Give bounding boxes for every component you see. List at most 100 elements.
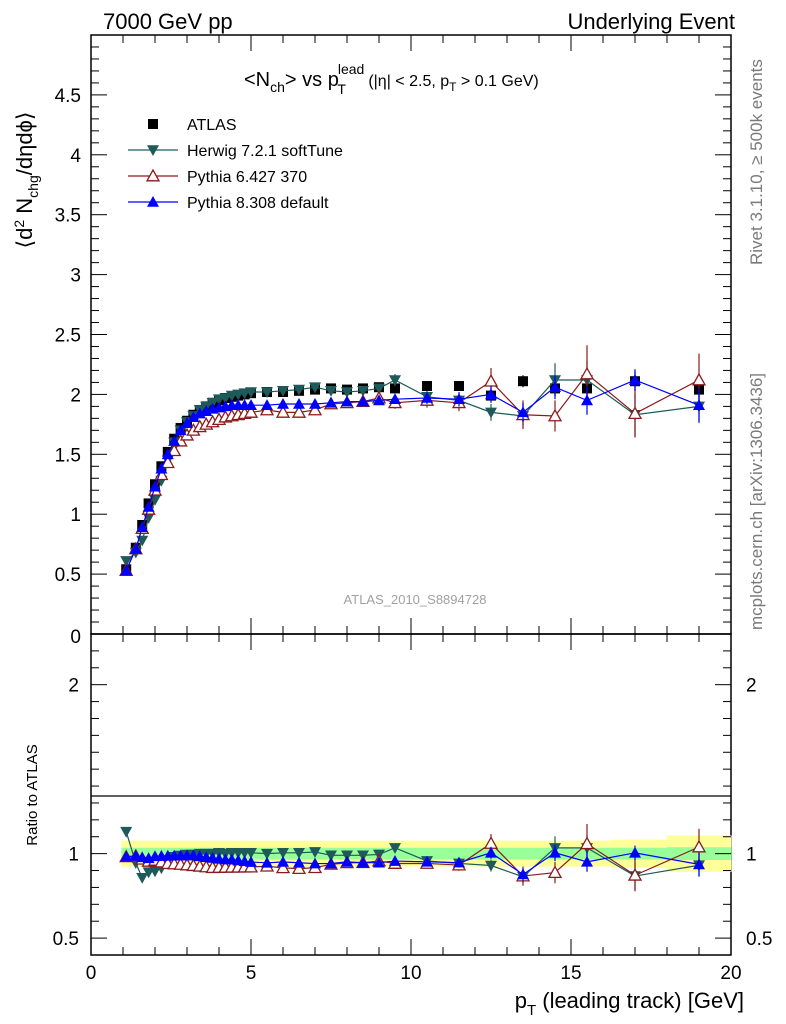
ratio-y-tick-label-left: 2 (68, 676, 79, 697)
x-axis-tick-labels: 0 5 10 15 20 (86, 963, 742, 984)
ratio-marker-pythia-8-308-default (120, 850, 133, 862)
ratio-stat-band (387, 847, 412, 860)
x-tick-label: 5 (246, 963, 257, 984)
ratio-marker-herwig-7-2-1-softtune (149, 866, 161, 878)
ratio-y-tick-label-left: 1 (68, 845, 79, 866)
ratio-marker-herwig-7-2-1-softtune (261, 848, 273, 860)
main-y-tick-label-0: 0 (70, 627, 81, 648)
x-tick-label: 20 (720, 963, 741, 984)
marker-pythia-8-308-default (421, 391, 433, 403)
marker-pythia-8-308-default (181, 417, 193, 428)
header-right: Underlying Event (567, 9, 735, 34)
ratio-marker-pythia-6-427-370 (691, 839, 707, 853)
ratio-marker-pythia-8-308-default (693, 858, 705, 870)
ratio-marker-herwig-7-2-1-softtune (293, 847, 305, 859)
ratio-marker-pythia-8-308-default (341, 855, 353, 867)
header-left: 7000 GeV pp (103, 9, 233, 34)
marker-pythia-8-308-default (155, 462, 168, 474)
legend-label-atlas: ATLAS (187, 117, 237, 134)
marker-pythia-8-308-default (373, 394, 385, 406)
marker-pythia-6-427-370 (627, 406, 643, 420)
x-axis-label: pT (leading track) [GeV] (515, 988, 744, 1019)
marker-pythia-8-308-default (293, 397, 305, 409)
marker-pythia-8-308-default (693, 399, 705, 410)
marker-pythia-6-427-370 (483, 373, 499, 387)
marker-pythia-8-308-default (581, 394, 593, 406)
ratio-marker-herwig-7-2-1-softtune (136, 872, 149, 884)
marker-pythia-8-308-default (357, 395, 369, 407)
main-y-axis-ticks (91, 46, 731, 635)
ratio-marker-pythia-8-308-default (421, 855, 433, 867)
marker-pythia-8-308-default (245, 399, 257, 410)
main-y-tick-label: 0.5 (55, 565, 81, 586)
ratio-y-tick-label-right: 0.5 (746, 929, 772, 950)
x-tick-label: 0 (86, 963, 97, 984)
analysis-watermark: ATLAS_2010_S8894728 (344, 592, 487, 607)
ratio-y-tick-label-left: 0.5 (53, 929, 79, 950)
marker-pythia-6-427-370 (243, 405, 259, 418)
main-y-tick-label: 1.5 (55, 445, 81, 466)
ratio-marker-herwig-7-2-1-softtune (485, 860, 497, 872)
legend: ATLAS Herwig 7.2.1 softTune Pythia 6.427 3… (128, 117, 343, 212)
ratio-marker-herwig-7-2-1-softtune (389, 843, 401, 854)
ratio-marker-pythia-8-308-default (261, 856, 273, 868)
marker-pythia-8-308-default (309, 397, 321, 409)
marker-herwig-7-2-1-softtune (245, 387, 257, 399)
marker-herwig-7-2-1-softtune (389, 375, 401, 387)
marker-pythia-6-427-370 (275, 405, 291, 418)
marker-pythia-8-308-default (161, 448, 174, 460)
x-tick-label: 10 (400, 963, 421, 984)
marker-herwig-7-2-1-softtune (293, 384, 305, 396)
main-y-tick-label: 2 (70, 385, 81, 406)
marker-pythia-8-308-default (629, 374, 641, 385)
marker-pythia-8-308-default (168, 435, 181, 446)
marker-herwig-7-2-1-softtune (120, 556, 133, 567)
marker-pythia-6-427-370 (307, 402, 323, 416)
marker-herwig-7-2-1-softtune (325, 386, 337, 397)
marker-pythia-8-308-default (149, 480, 161, 492)
marker-pythia-8-308-default (129, 542, 142, 554)
main-series-layer (119, 345, 707, 576)
legend-marker-atlas (148, 119, 158, 129)
main-title: <Nch> vs plead T (|η| < 2.5, pT > 0.1 GeV… (244, 61, 539, 97)
marker-pythia-8-308-default (174, 424, 187, 436)
marker-pythia-8-308-default (277, 397, 289, 409)
marker-atlas (390, 383, 400, 394)
marker-pythia-8-308-default (136, 521, 149, 533)
legend-label-pythia-8-308-default: Pythia 8.308 default (187, 195, 329, 212)
marker-pythia-6-427-370 (167, 443, 182, 457)
marker-herwig-7-2-1-softtune (485, 407, 497, 419)
marker-pythia-6-427-370 (691, 372, 707, 386)
mcplots-citation-label: mcplots.cern.ch [arXiv:1306.3436] (747, 373, 766, 630)
marker-pythia-8-308-default (485, 388, 497, 400)
ratio-marker-pythia-6-427-370 (547, 865, 563, 879)
marker-herwig-7-2-1-softtune (341, 387, 353, 399)
marker-herwig-7-2-1-softtune (309, 382, 321, 394)
ratio-marker-herwig-7-2-1-softtune (309, 847, 321, 858)
ratio-marker-pythia-8-308-default (549, 846, 561, 858)
marker-pythia-8-308-default (120, 564, 133, 576)
legend-marker-pythia-6-427-370 (145, 168, 161, 182)
ratio-stat-band (507, 847, 540, 860)
marker-pythia-8-308-default (187, 411, 200, 422)
ratio-marker-pythia-8-308-default (453, 856, 465, 868)
marker-herwig-7-2-1-softtune (357, 386, 369, 397)
ratio-marker-pythia-6-427-370 (627, 867, 643, 881)
ratio-series-layer (119, 823, 707, 892)
ratio-marker-pythia-8-308-default (277, 855, 289, 867)
legend-label-herwig-7-2-1-softtune: Herwig 7.2.1 softTune (187, 143, 343, 160)
marker-pythia-8-308-default (517, 406, 529, 418)
ratio-y-tick-labels: 0.5 0.5 1 1 2 2 (53, 676, 773, 950)
ratio-marker-pythia-8-308-default (629, 846, 641, 858)
main-y-tick-label: 4.5 (55, 86, 81, 107)
main-y-tick-label: 4 (70, 146, 81, 167)
ratio-panel-frame (90, 633, 732, 956)
marker-pythia-8-308-default (325, 396, 337, 408)
x-tick-label: 15 (560, 963, 581, 984)
main-y-tick-label: 3.5 (55, 206, 81, 227)
ratio-marker-pythia-8-308-default (373, 856, 385, 868)
marker-pythia-8-308-default (261, 399, 273, 410)
ratio-marker-pythia-6-427-370 (291, 861, 307, 875)
main-y-tick-label: 1 (70, 505, 81, 526)
ratio-marker-herwig-7-2-1-softtune (325, 850, 337, 862)
